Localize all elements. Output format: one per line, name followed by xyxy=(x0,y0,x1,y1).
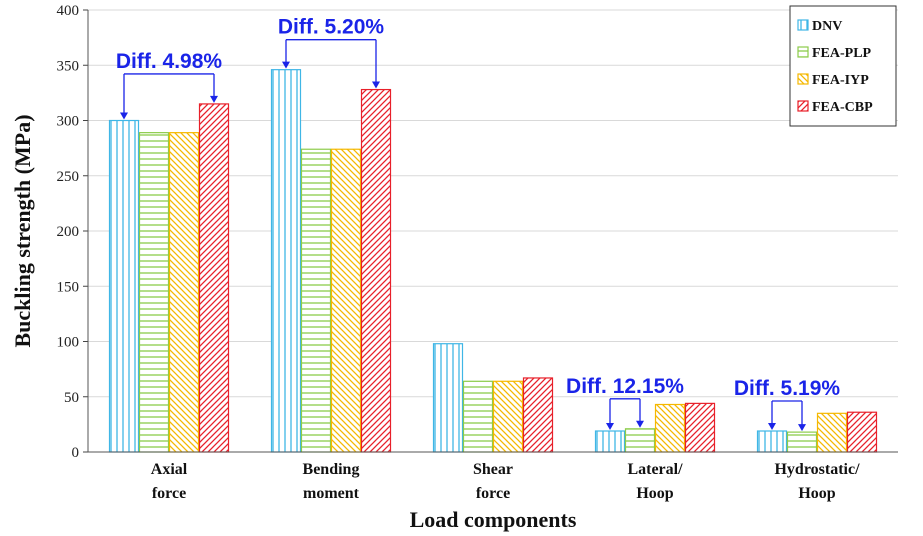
annotation-0: Diff. 4.98% xyxy=(116,50,223,120)
bar-fea-iyp-hydrostatic-hoop xyxy=(816,412,848,453)
y-tick-label-150: 150 xyxy=(57,279,80,295)
y-tick-label-0: 0 xyxy=(72,445,80,461)
x-tick-label-3-1: Hoop xyxy=(636,485,673,502)
y-tick-label-100: 100 xyxy=(57,335,80,351)
annotation-arrow-1 xyxy=(636,420,644,428)
annotation-label-3: Diff. 5.19% xyxy=(734,377,841,400)
bar-fea-plp-shear-force xyxy=(462,380,494,453)
x-tick-label-2-1: force xyxy=(476,485,510,502)
y-tick-label-200: 200 xyxy=(57,224,80,240)
bar-fea-cbp-hydrostatic-hoop xyxy=(846,411,878,453)
legend-swatch-fea-cbp xyxy=(797,100,809,112)
x-tick-label-4-1: Hoop xyxy=(798,485,835,502)
x-tick-label-1-0: Bending xyxy=(303,461,360,478)
annotation-label-2: Diff. 12.15% xyxy=(566,375,684,398)
bar-fea-plp-bending-moment xyxy=(300,148,332,453)
y-tick-label-250: 250 xyxy=(57,169,80,185)
bar-dnv-bending-moment xyxy=(270,69,302,453)
legend: DNV FEA-PLP FEA-IYP FEA-CBP xyxy=(789,5,897,127)
annotation-arrow-0 xyxy=(606,423,614,431)
annotation-arrow-0 xyxy=(120,112,128,120)
bar-fea-iyp-bending-moment xyxy=(330,148,362,453)
legend-label-fea-cbp: FEA-CBP xyxy=(812,100,873,115)
y-tick-label-300: 300 xyxy=(57,114,80,130)
y-axis-title: Buckling strength (MPa) xyxy=(10,114,35,347)
bar-fea-iyp-axial-force xyxy=(168,132,200,453)
x-tick-label-3-0: Lateral/ xyxy=(627,461,683,478)
bar-fea-plp-axial-force xyxy=(138,132,170,453)
bar-fea-cbp-lateral-hoop xyxy=(684,402,716,453)
bar-dnv-hydrostatic-hoop xyxy=(756,430,788,453)
annotation-arrow-1 xyxy=(372,81,380,89)
bar-dnv-lateral-hoop xyxy=(594,430,626,453)
annotation-label-0: Diff. 4.98% xyxy=(116,50,223,73)
bar-fea-plp-hydrostatic-hoop xyxy=(786,431,818,453)
annotation-2: Diff. 12.15% xyxy=(566,375,684,431)
bars xyxy=(108,69,878,453)
x-tick-label-0-0: Axial xyxy=(151,461,188,478)
legend-label-dnv: DNV xyxy=(812,19,842,34)
y-tick-label-50: 50 xyxy=(64,390,79,406)
legend-swatch-dnv xyxy=(797,19,809,31)
x-axis-title: Load components xyxy=(410,507,577,532)
bar-dnv-shear-force xyxy=(432,343,464,453)
y-tick-label-400: 400 xyxy=(57,3,80,19)
x-tick-label-0-1: force xyxy=(152,485,186,502)
annotation-arrow-1 xyxy=(210,95,218,103)
legend-swatch-fea-iyp xyxy=(797,73,809,85)
bar-fea-iyp-lateral-hoop xyxy=(654,403,686,453)
bar-fea-cbp-axial-force xyxy=(198,103,230,453)
annotation-3: Diff. 5.19% xyxy=(734,377,841,432)
annotation-arrow-1 xyxy=(798,424,806,432)
x-tick-label-2-0: Shear xyxy=(473,461,513,478)
x-tick-label-4-0: Hydrostatic/ xyxy=(774,461,860,478)
legend-swatch-fea-plp xyxy=(797,46,809,58)
bar-fea-iyp-shear-force xyxy=(492,380,524,453)
legend-label-fea-plp: FEA-PLP xyxy=(812,46,872,61)
x-tick-label-1-1: moment xyxy=(303,485,360,502)
bar-fea-cbp-bending-moment xyxy=(360,88,392,453)
annotation-label-1: Diff. 5.20% xyxy=(278,16,385,39)
annotation-arrow-0 xyxy=(282,61,290,69)
annotations: Diff. 4.98% Diff. 5.20% Diff. 12.15% Diff. … xyxy=(116,16,841,432)
y-tick-label-350: 350 xyxy=(57,58,80,74)
annotation-arrow-0 xyxy=(768,423,776,431)
legend-label-fea-iyp: FEA-IYP xyxy=(812,73,869,88)
bar-fea-cbp-shear-force xyxy=(522,377,554,453)
bar-fea-plp-lateral-hoop xyxy=(624,428,656,453)
axes: 0 50 100 150 200 250 300 350 400 Axial force Bendin… xyxy=(57,3,898,502)
annotation-1: Diff. 5.20% xyxy=(278,16,385,89)
bar-dnv-axial-force xyxy=(108,119,140,453)
